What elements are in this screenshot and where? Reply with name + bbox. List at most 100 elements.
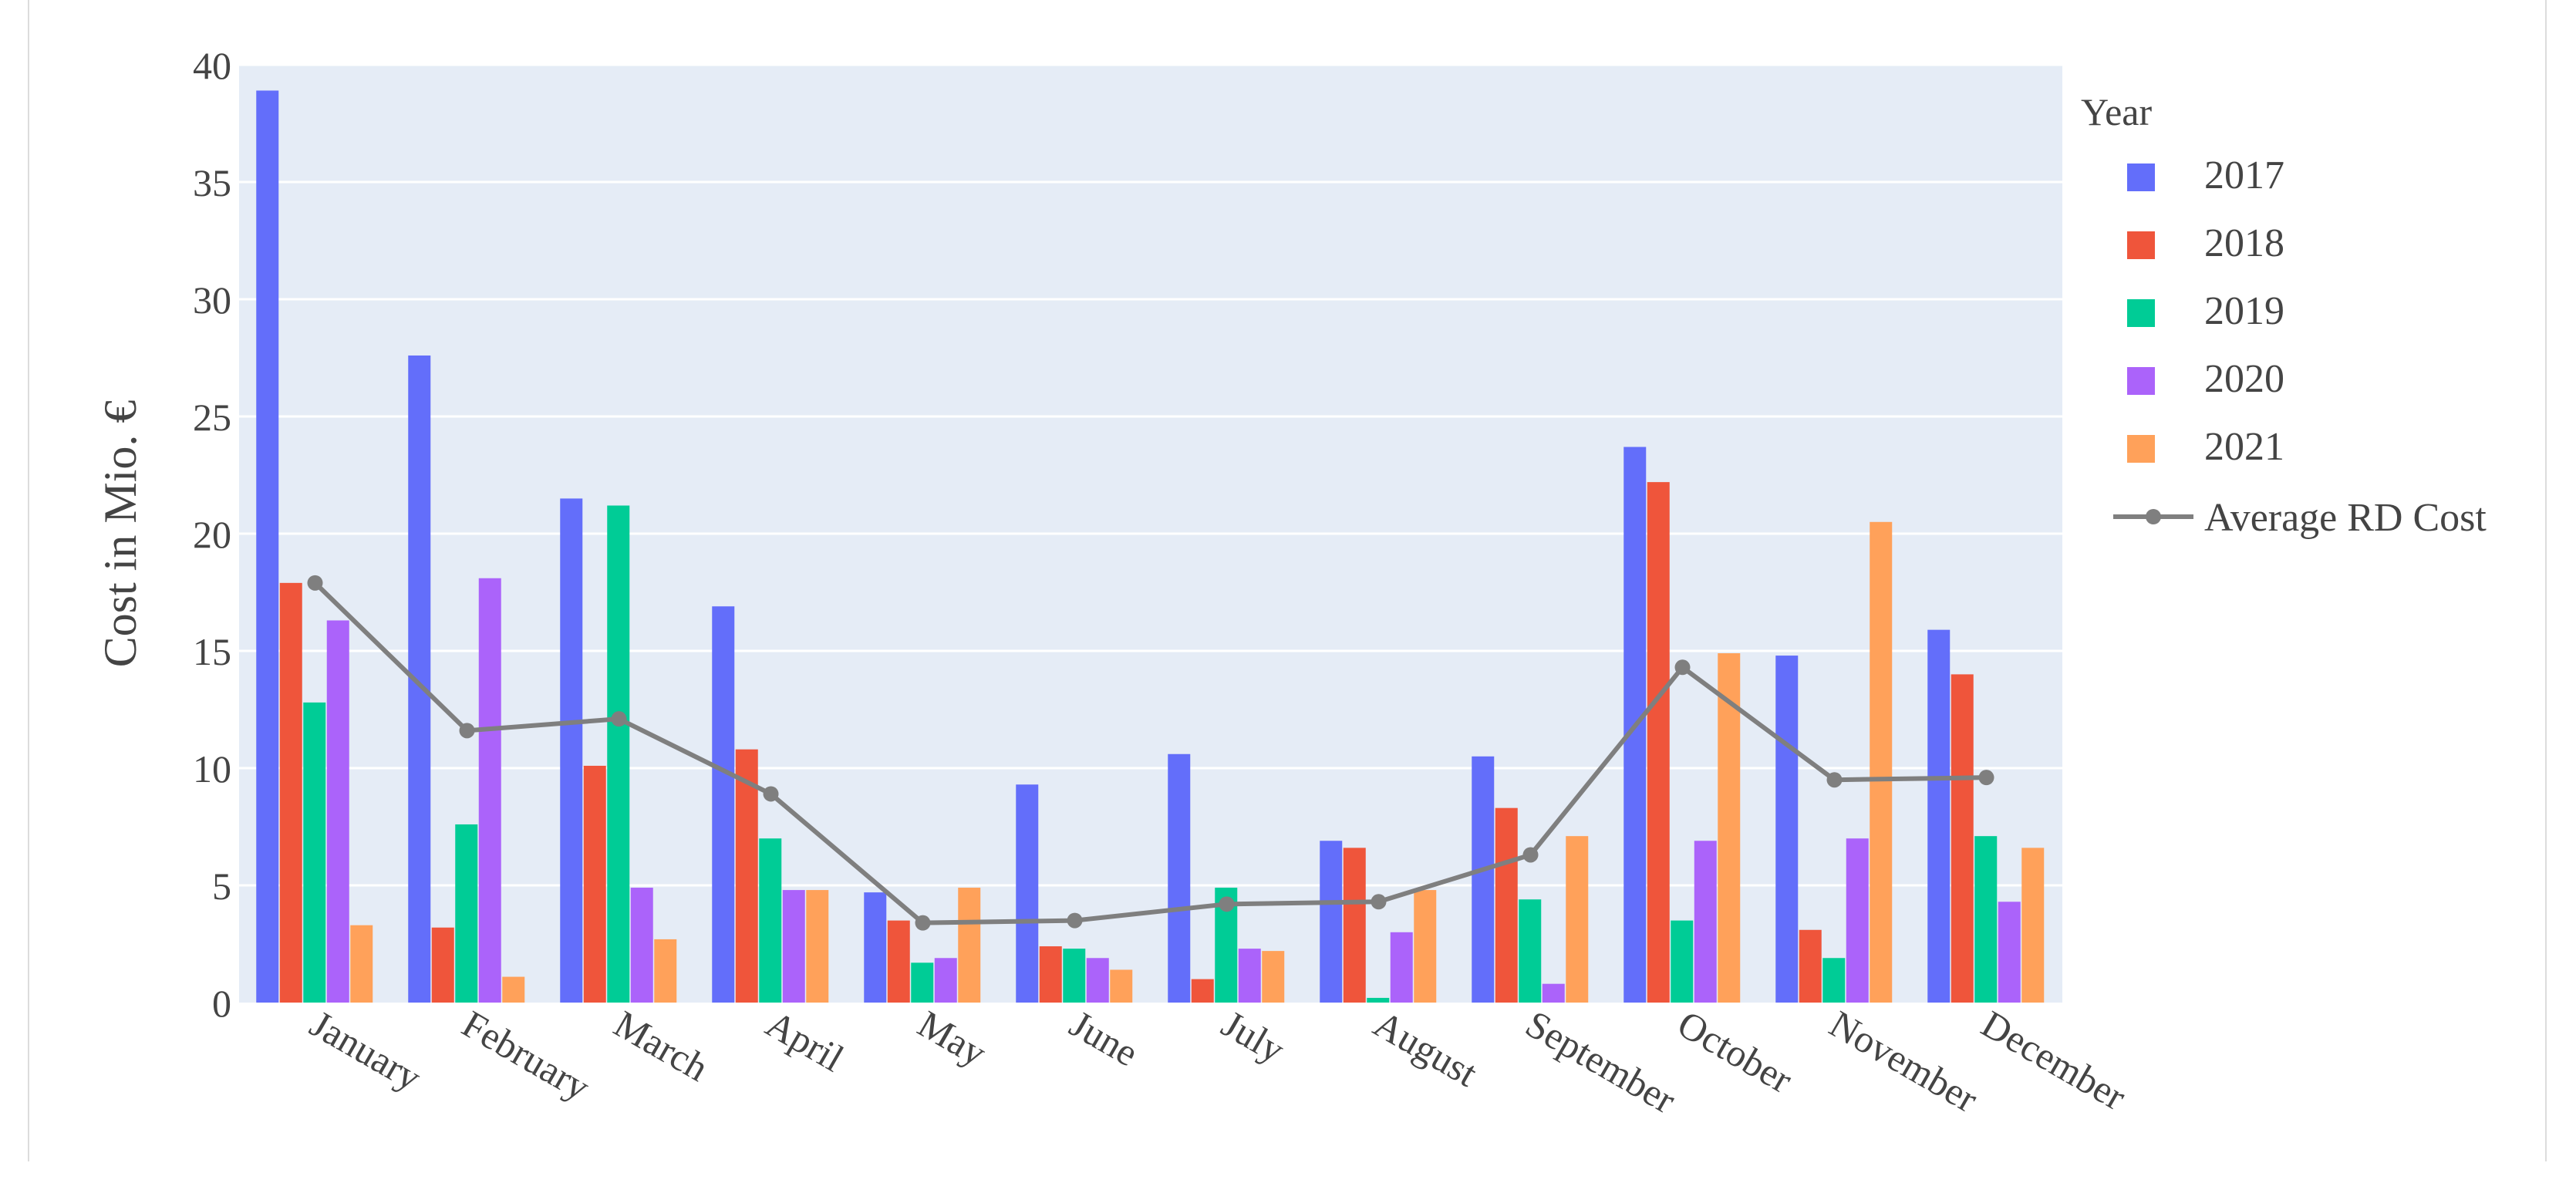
average-rd-cost-point-june[interactable] (1067, 912, 1083, 929)
bar-2017-april[interactable] (712, 606, 735, 1003)
grid-lines (239, 63, 2062, 887)
y-tick-labels: 0 5 10 15 20 25 30 35 40 (193, 44, 231, 1025)
x-tick-label-august: August (1367, 1002, 1485, 1095)
bar-2017-january[interactable] (256, 90, 279, 1003)
bar-2020-august[interactable] (1390, 932, 1413, 1003)
bar-2020-december[interactable] (1998, 902, 2021, 1003)
bar-2018-february[interactable] (431, 927, 454, 1003)
legend-swatch-2018[interactable] (2127, 231, 2155, 259)
bar-2018-november[interactable] (1799, 929, 1822, 1003)
bar-2017-june[interactable] (1016, 784, 1039, 1003)
bar-2017-march[interactable] (560, 498, 583, 1003)
bar-2020-march[interactable] (630, 888, 653, 1003)
bar-2019-february[interactable] (455, 824, 478, 1003)
bar-2019-march[interactable] (607, 505, 630, 1003)
legend-swatch-2021[interactable] (2127, 435, 2155, 463)
bar-2021-october[interactable] (1718, 653, 1741, 1003)
bar-2020-october[interactable] (1694, 841, 1717, 1003)
average-rd-cost-point-august[interactable] (1371, 894, 1387, 910)
bar-2021-april[interactable] (806, 890, 829, 1003)
bar-2019-may[interactable] (911, 962, 934, 1003)
average-rd-cost-point-may[interactable] (915, 915, 931, 931)
x-tick-label-november: November (1822, 1002, 1985, 1121)
bar-2020-january[interactable] (326, 620, 349, 1003)
bar-2019-january[interactable] (303, 702, 326, 1003)
legend[interactable]: Year 2017 2018 2019 2020 2021 Average RD Cost (2081, 90, 2487, 540)
average-rd-cost-point-march[interactable] (611, 711, 627, 727)
bar-2020-june[interactable] (1086, 958, 1109, 1003)
y-tick-label: 30 (193, 278, 231, 322)
y-tick-label: 0 (212, 982, 231, 1025)
bar-2021-february[interactable] (502, 976, 525, 1003)
bar-2018-december[interactable] (1951, 674, 1974, 1003)
bar-2021-january[interactable] (350, 925, 373, 1003)
chart-frame: 0 5 10 15 20 25 30 35 40 January February March Apr… (28, 0, 2547, 1161)
bar-2021-august[interactable] (1414, 890, 1437, 1003)
bar-2020-april[interactable] (782, 890, 805, 1003)
legend-label-2021[interactable]: 2021 (2204, 425, 2284, 469)
bar-2019-september[interactable] (1519, 899, 1542, 1003)
bar-2018-august[interactable] (1343, 848, 1366, 1003)
legend-label-2019[interactable]: 2019 (2204, 289, 2284, 333)
average-rd-cost-point-february[interactable] (459, 723, 475, 739)
bar-2019-june[interactable] (1063, 949, 1086, 1003)
bar-2017-november[interactable] (1775, 656, 1799, 1003)
legend-line-marker (2146, 509, 2161, 524)
average-rd-cost-point-january[interactable] (307, 575, 323, 591)
bar-2019-april[interactable] (759, 838, 782, 1003)
average-rd-cost-point-december[interactable] (1978, 770, 1994, 786)
legend-swatch-2019[interactable] (2127, 299, 2155, 327)
bar-2019-december[interactable] (1974, 836, 1998, 1003)
average-rd-cost-point-november[interactable] (1826, 772, 1843, 788)
bar-2021-november[interactable] (1870, 521, 1893, 1003)
bar-2017-december[interactable] (1927, 629, 1951, 1003)
y-tick-label: 10 (193, 747, 231, 790)
average-rd-cost-point-april[interactable] (763, 786, 779, 802)
average-rd-cost-point-october[interactable] (1674, 659, 1691, 676)
average-rd-cost-point-july[interactable] (1219, 896, 1235, 912)
average-rd-cost-point-september[interactable] (1522, 847, 1539, 863)
bar-2018-march[interactable] (583, 765, 606, 1003)
legend-label-2017[interactable]: 2017 (2204, 153, 2284, 197)
legend-label-2020[interactable]: 2020 (2204, 357, 2284, 401)
bar-2018-june[interactable] (1039, 946, 1062, 1003)
bar-2020-february[interactable] (478, 578, 501, 1003)
bar-2018-may[interactable] (887, 920, 910, 1003)
bar-2017-may[interactable] (864, 892, 887, 1003)
x-tick-label-july: July (1215, 1002, 1292, 1071)
y-tick-label: 20 (193, 513, 231, 556)
bar-2019-october[interactable] (1671, 920, 1694, 1003)
chart: 0 5 10 15 20 25 30 35 40 January February March Apr… (95, 44, 2487, 1122)
bar-2018-january[interactable] (279, 582, 302, 1003)
legend-label-average-rd-cost[interactable]: Average RD Cost (2204, 496, 2487, 540)
bar-2021-december[interactable] (2021, 848, 2045, 1003)
legend-swatch-2017[interactable] (2127, 163, 2155, 191)
bar-2020-november[interactable] (1846, 838, 1869, 1003)
bar-2017-september[interactable] (1472, 756, 1495, 1003)
y-tick-label: 35 (193, 161, 231, 204)
legend-swatch-2020[interactable] (2127, 367, 2155, 395)
bar-2018-september[interactable] (1495, 807, 1518, 1003)
bar-2021-june[interactable] (1110, 969, 1133, 1003)
bar-2018-july[interactable] (1191, 979, 1214, 1003)
average-rd-cost-line[interactable] (313, 581, 1987, 925)
bar-2021-march[interactable] (654, 939, 677, 1003)
bar-2018-october[interactable] (1647, 482, 1670, 1003)
bar-2020-may[interactable] (934, 958, 957, 1003)
bar-2019-august[interactable] (1367, 997, 1390, 1003)
bar-2019-november[interactable] (1822, 958, 1846, 1003)
bar-2020-july[interactable] (1238, 949, 1261, 1003)
bar-2018-april[interactable] (735, 749, 758, 1003)
y-tick-label: 15 (193, 630, 231, 673)
x-tick-label-march: March (607, 1002, 716, 1090)
bar-2021-july[interactable] (1262, 951, 1285, 1003)
bar-2021-may[interactable] (958, 888, 981, 1003)
bar-2020-september[interactable] (1542, 983, 1565, 1003)
x-tick-label-october: October (1671, 1002, 1800, 1101)
bar-2021-september[interactable] (1566, 836, 1589, 1003)
bar-2017-july[interactable] (1168, 753, 1191, 1003)
x-tick-label-may: May (911, 1002, 993, 1074)
bar-2017-august[interactable] (1320, 841, 1343, 1003)
legend-label-2018[interactable]: 2018 (2204, 221, 2284, 265)
bars (256, 90, 2045, 1003)
